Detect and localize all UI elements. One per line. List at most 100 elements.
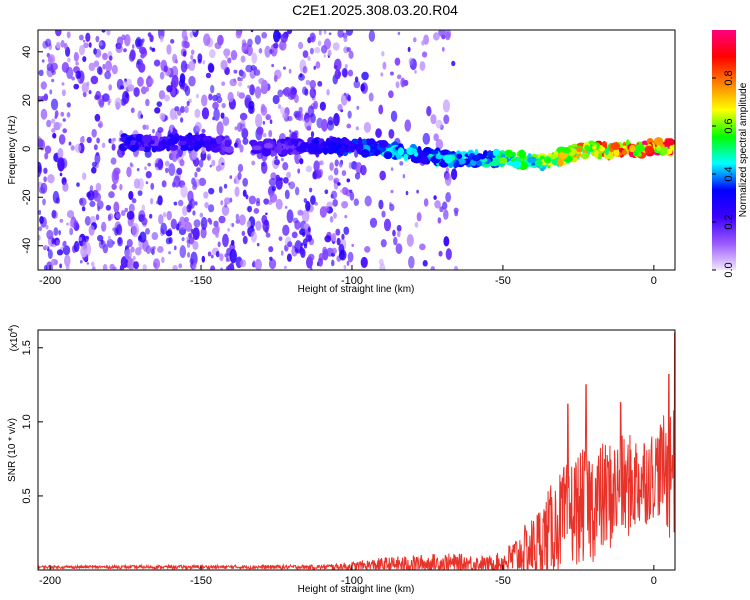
noise-point	[71, 76, 76, 81]
ridge-point	[360, 148, 370, 158]
ridge-point	[141, 134, 152, 144]
noise-point	[104, 70, 112, 80]
noise-point	[190, 54, 194, 60]
noise-point	[40, 108, 48, 120]
noise-point	[124, 34, 131, 47]
ridge-point	[137, 146, 146, 151]
noise-point	[157, 159, 164, 171]
noise-point	[150, 246, 155, 255]
noise-point	[380, 72, 384, 77]
noise-point	[310, 195, 316, 205]
noise-point	[112, 241, 116, 245]
ridge-point	[430, 149, 439, 155]
noise-point	[336, 237, 341, 246]
noise-point	[272, 94, 280, 105]
ridge-point	[397, 147, 405, 156]
noise-point	[231, 223, 235, 227]
noise-point	[422, 260, 428, 267]
noise-point	[126, 239, 133, 248]
noise-point	[246, 220, 251, 228]
ridge-point	[669, 144, 675, 151]
noise-point	[91, 161, 97, 168]
noise-point	[323, 54, 326, 58]
noise-point	[348, 162, 353, 169]
noise-point	[396, 74, 402, 80]
noise-point	[150, 198, 154, 205]
ridge-point	[374, 149, 381, 156]
noise-point	[451, 60, 456, 67]
noise-point	[333, 64, 338, 70]
ridge-point	[251, 145, 262, 151]
noise-point	[192, 227, 200, 241]
noise-point	[333, 112, 340, 127]
noise-point	[38, 209, 42, 216]
noise-point	[349, 189, 353, 193]
noise-point	[66, 102, 71, 108]
noise-point	[341, 170, 347, 177]
noise-point	[98, 98, 105, 108]
noise-point	[341, 201, 349, 209]
noise-point	[70, 145, 75, 151]
noise-point	[297, 209, 304, 216]
noise-point	[55, 239, 60, 246]
noise-point	[202, 59, 206, 65]
noise-point	[101, 30, 106, 33]
noise-point	[66, 222, 69, 226]
noise-point	[280, 106, 285, 115]
noise-point	[107, 214, 112, 222]
ridge-point	[179, 139, 187, 146]
noise-point	[423, 198, 429, 207]
noise-point	[249, 84, 255, 96]
noise-point	[201, 107, 210, 120]
noise-point	[96, 137, 100, 144]
noise-point	[242, 137, 249, 145]
noise-point	[38, 187, 46, 194]
noise-point	[86, 81, 90, 87]
noise-point	[309, 187, 313, 193]
ridge-point	[364, 138, 373, 146]
noise-point	[124, 207, 129, 213]
noise-point	[288, 129, 292, 133]
noise-point	[268, 258, 277, 270]
snr-x-ticks: -200 -150 -100 -50 0	[39, 565, 657, 587]
noise-point	[254, 34, 261, 45]
noise-point	[221, 162, 224, 166]
noise-point	[130, 246, 135, 253]
noise-point	[108, 84, 113, 91]
noise-point	[111, 64, 118, 75]
ridge-point	[439, 149, 448, 156]
noise-point	[107, 235, 112, 242]
noise-point	[163, 65, 168, 73]
noise-point	[271, 63, 275, 68]
noise-point	[438, 250, 443, 257]
noise-point	[186, 100, 190, 107]
noise-point	[46, 62, 54, 72]
y-tick-label: 0.5	[21, 488, 33, 503]
noise-point	[147, 162, 152, 167]
noise-point	[210, 254, 214, 259]
noise-point	[117, 236, 123, 247]
noise-point	[187, 190, 194, 203]
noise-point	[51, 237, 55, 245]
noise-point	[311, 36, 315, 40]
noise-point	[237, 76, 241, 82]
noise-point	[142, 124, 147, 130]
noise-point	[110, 157, 117, 165]
noise-point	[211, 227, 220, 235]
noise-point	[50, 98, 59, 111]
noise-point	[323, 30, 327, 35]
noise-point	[110, 138, 115, 145]
noise-point	[394, 57, 401, 66]
page-title: C2E1.2025.308.03.20.R04	[292, 2, 458, 18]
ridge-point	[584, 144, 590, 151]
noise-point	[125, 92, 129, 99]
ridge-point	[653, 137, 664, 146]
noise-point	[309, 47, 314, 55]
noise-point	[361, 71, 369, 81]
noise-point	[186, 252, 191, 258]
noise-point	[239, 112, 248, 121]
noise-point	[353, 80, 361, 89]
noise-point	[219, 253, 224, 262]
noise-point	[100, 221, 107, 232]
noise-point	[296, 110, 304, 122]
